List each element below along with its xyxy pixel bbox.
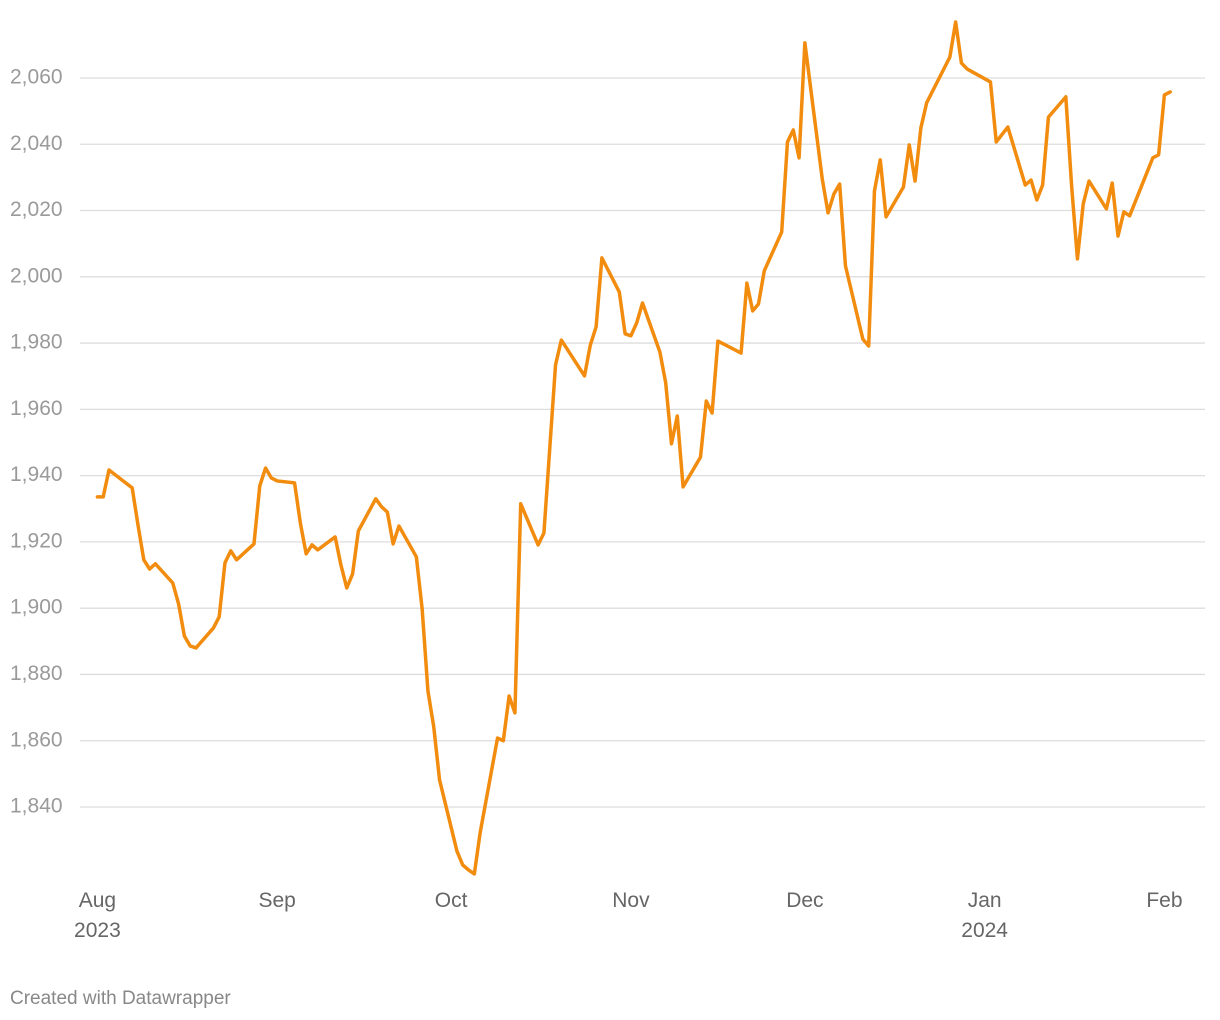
y-tick-label: 2,040 — [10, 132, 63, 155]
y-tick-label: 1,940 — [10, 463, 63, 486]
y-tick-label: 1,900 — [10, 596, 63, 619]
y-tick-label: 1,840 — [10, 795, 63, 818]
y-tick-label: 1,880 — [10, 662, 63, 685]
y-tick-label: 1,960 — [10, 397, 63, 420]
y-tick-label: 1,920 — [10, 529, 63, 552]
x-tick-label: Aug 2023 — [74, 889, 121, 942]
y-tick-label: 2,020 — [10, 198, 63, 221]
x-tick-label: Nov — [612, 889, 650, 912]
x-tick-label: Oct — [435, 889, 468, 912]
x-tick-label: Jan 2024 — [961, 889, 1008, 942]
y-tick-label: 2,060 — [10, 66, 63, 89]
x-tick-label: Sep — [258, 889, 295, 912]
x-tick-label: Feb — [1146, 889, 1182, 912]
y-tick-label: 2,000 — [10, 264, 63, 287]
y-tick-label: 1,980 — [10, 331, 63, 354]
price-line — [95, 20, 1172, 876]
y-tick-label: 1,860 — [10, 728, 63, 751]
credit: Created with Datawrapper — [10, 988, 231, 1009]
x-tick-label: Dec — [786, 889, 823, 912]
